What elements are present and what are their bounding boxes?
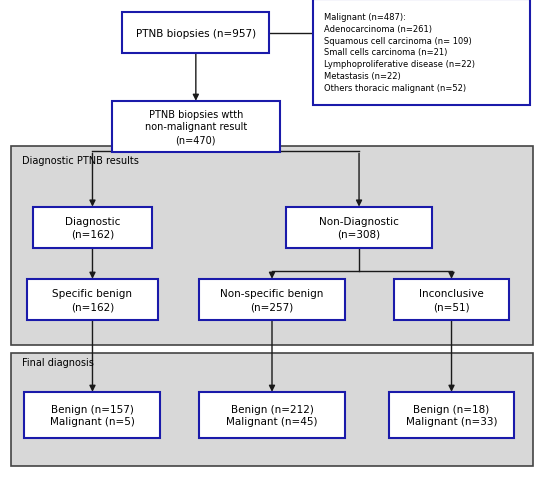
Bar <box>11 353 533 466</box>
Bar <box>11 146 533 346</box>
Text: Inconclusive
(n=51): Inconclusive (n=51) <box>419 288 484 312</box>
FancyBboxPatch shape <box>199 393 345 438</box>
FancyBboxPatch shape <box>122 13 269 54</box>
Text: Non-Diagnostic
(n=308): Non-Diagnostic (n=308) <box>319 216 399 240</box>
FancyBboxPatch shape <box>389 393 514 438</box>
Text: Benign (n=18)
Malignant (n=33): Benign (n=18) Malignant (n=33) <box>406 404 497 427</box>
FancyBboxPatch shape <box>199 279 345 321</box>
Text: Diagnostic PTNB results: Diagnostic PTNB results <box>22 156 139 166</box>
FancyBboxPatch shape <box>313 0 530 106</box>
Text: Benign (n=212)
Malignant (n=45): Benign (n=212) Malignant (n=45) <box>226 404 318 427</box>
FancyBboxPatch shape <box>33 207 152 249</box>
Text: PTNB biopsies (n=957): PTNB biopsies (n=957) <box>136 29 256 38</box>
Text: Benign (n=157)
Malignant (n=5): Benign (n=157) Malignant (n=5) <box>50 404 135 427</box>
FancyBboxPatch shape <box>286 207 432 249</box>
Text: Diagnostic
(n=162): Diagnostic (n=162) <box>65 216 120 240</box>
Text: Non-specific benign
(n=257): Non-specific benign (n=257) <box>220 288 324 312</box>
Text: Final diagnosis: Final diagnosis <box>22 358 94 368</box>
Text: Specific benign
(n=162): Specific benign (n=162) <box>52 288 133 312</box>
FancyBboxPatch shape <box>24 393 160 438</box>
FancyBboxPatch shape <box>394 279 509 321</box>
FancyBboxPatch shape <box>27 279 158 321</box>
FancyBboxPatch shape <box>112 102 280 153</box>
Text: PTNB biopsies wtth
non-malignant result
(n=470): PTNB biopsies wtth non-malignant result … <box>145 109 247 145</box>
Text: Malignant (n=487):
Adenocarcinoma (n=261)
Squamous cell carcinoma (n= 109)
Small: Malignant (n=487): Adenocarcinoma (n=261… <box>324 13 475 93</box>
